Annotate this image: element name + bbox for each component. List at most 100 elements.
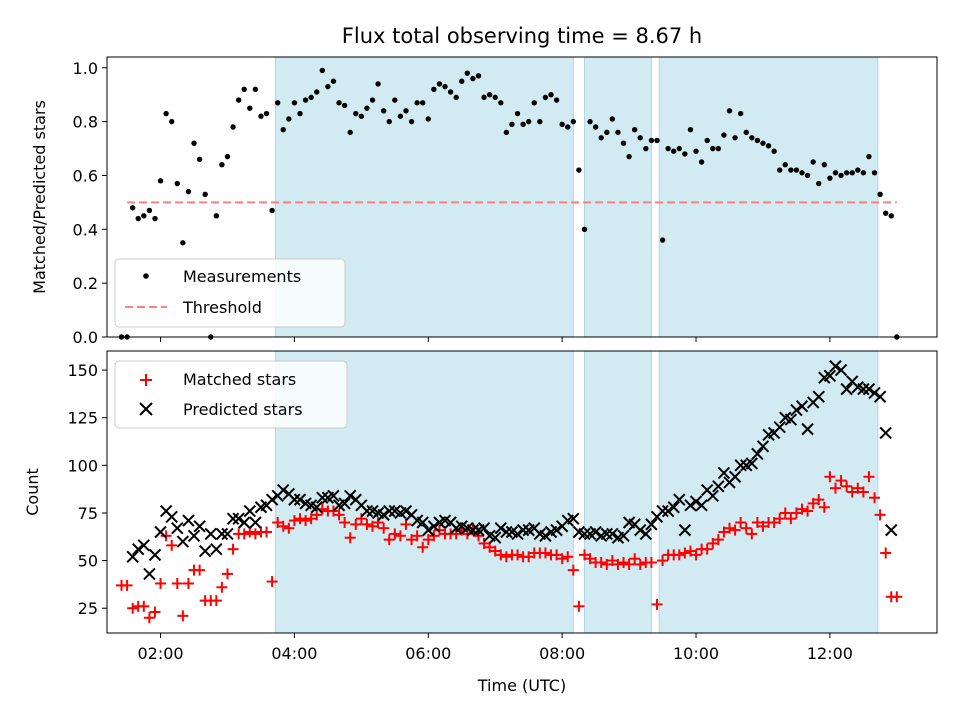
matched-star-point — [422, 534, 434, 546]
matched-star-point — [707, 537, 719, 549]
measurement-point — [799, 170, 805, 176]
measurement-point — [631, 126, 638, 133]
measurement-point — [648, 137, 655, 144]
measurement-point — [665, 145, 671, 152]
measurement-point — [269, 207, 275, 214]
measurement-point — [191, 140, 197, 146]
matched-star-point — [785, 513, 797, 525]
matched-star-point — [740, 522, 752, 534]
predicted-star-point — [226, 512, 240, 525]
measurement-point — [325, 83, 331, 90]
matched-star-point — [539, 547, 551, 559]
predicted-star-point — [182, 514, 195, 527]
measurement-point — [291, 100, 298, 106]
predicted-star-point — [773, 421, 786, 434]
measurement-point — [403, 108, 409, 114]
predicted-star-point — [288, 493, 301, 506]
predicted-star-point — [634, 523, 647, 537]
predicted-star-point — [567, 512, 580, 525]
matched-star-point — [657, 555, 669, 567]
predicted-star-point — [232, 512, 245, 525]
measurement-point — [252, 86, 259, 93]
predicted-star-point — [132, 542, 145, 556]
predicted-star-point — [862, 382, 876, 396]
measurement-point — [710, 145, 716, 152]
predicted-star-point — [416, 516, 429, 529]
measurement-point — [297, 110, 303, 117]
matched-star-point — [779, 507, 791, 519]
measurement-point — [129, 205, 136, 211]
matched-star-point — [841, 480, 853, 492]
matched-star-point — [523, 551, 535, 563]
measurement-point — [447, 89, 454, 95]
matched-star-point — [584, 553, 596, 565]
measurement-point — [224, 153, 231, 160]
matched-star-point — [578, 549, 590, 561]
legend-matched-marker — [140, 374, 152, 386]
predicted-star-point — [745, 457, 759, 470]
measurement-point — [486, 91, 493, 98]
predicted-star-point — [673, 493, 686, 506]
measurement-point — [420, 100, 426, 106]
matched-star-point — [216, 581, 228, 593]
measurement-point — [436, 81, 443, 87]
measurement-point — [888, 213, 894, 219]
matched-star-point — [863, 471, 875, 483]
measurement-point — [202, 191, 208, 198]
matched-star-point — [249, 528, 261, 540]
matched-star-point — [684, 545, 696, 557]
measurement-point — [559, 121, 565, 128]
predicted-star-point — [728, 470, 742, 483]
predicted-star-point — [684, 499, 697, 512]
measurement-point — [581, 226, 588, 233]
measurement-point — [531, 100, 537, 106]
measurement-point — [821, 161, 828, 168]
matched-star-point — [160, 530, 172, 542]
matched-star-point — [645, 557, 657, 568]
measurement-point — [408, 118, 415, 125]
predicted-star-point — [578, 527, 591, 541]
predicted-star-point — [500, 525, 513, 539]
predicted-star-point — [834, 363, 848, 377]
matched-star-point — [718, 526, 730, 538]
predicted-star-point — [550, 523, 563, 537]
measurement-point — [548, 91, 554, 98]
matched-star-point — [634, 558, 646, 570]
matched-star-point — [735, 516, 747, 528]
measurement-point — [509, 121, 515, 128]
measurement-point — [816, 180, 822, 187]
predicted-star-point — [154, 525, 167, 539]
measurement-point — [860, 170, 867, 176]
matched-star-point — [166, 539, 178, 551]
measurement-point — [788, 167, 794, 173]
predicted-star-point — [171, 521, 184, 535]
predicted-star-point — [751, 447, 764, 461]
measurement-point — [274, 100, 281, 106]
measurement-point — [464, 70, 471, 76]
measurement-point — [347, 129, 353, 136]
measurement-point — [263, 110, 270, 117]
measurement-point — [849, 170, 855, 176]
observing-window-span — [583, 350, 652, 634]
matched-star-point — [768, 516, 780, 528]
matched-star-point — [350, 518, 362, 530]
predicted-star-point — [812, 390, 825, 403]
matched-star-point — [746, 528, 758, 540]
legend-measurements-label: Measurements — [183, 267, 301, 286]
measurement-point — [525, 118, 532, 125]
predicted-star-point — [873, 390, 887, 403]
matched-star-point — [411, 530, 423, 542]
predicted-star-point — [137, 539, 151, 552]
predicted-star-point — [221, 527, 234, 541]
measurement-point — [760, 140, 766, 146]
predicted-star-point — [198, 544, 212, 558]
matched-star-point — [389, 528, 401, 540]
bottom-x-ticks: 02:00 04:00 06:00 08:00 10:00 12:00 — [137, 633, 853, 663]
matched-star-point — [869, 492, 881, 504]
matched-star-point — [378, 522, 390, 534]
predicted-star-point — [712, 480, 725, 493]
predicted-star-point — [645, 518, 658, 531]
matched-star-point — [790, 507, 802, 519]
predicted-star-point — [427, 520, 441, 533]
matched-stars-layer — [116, 471, 903, 624]
